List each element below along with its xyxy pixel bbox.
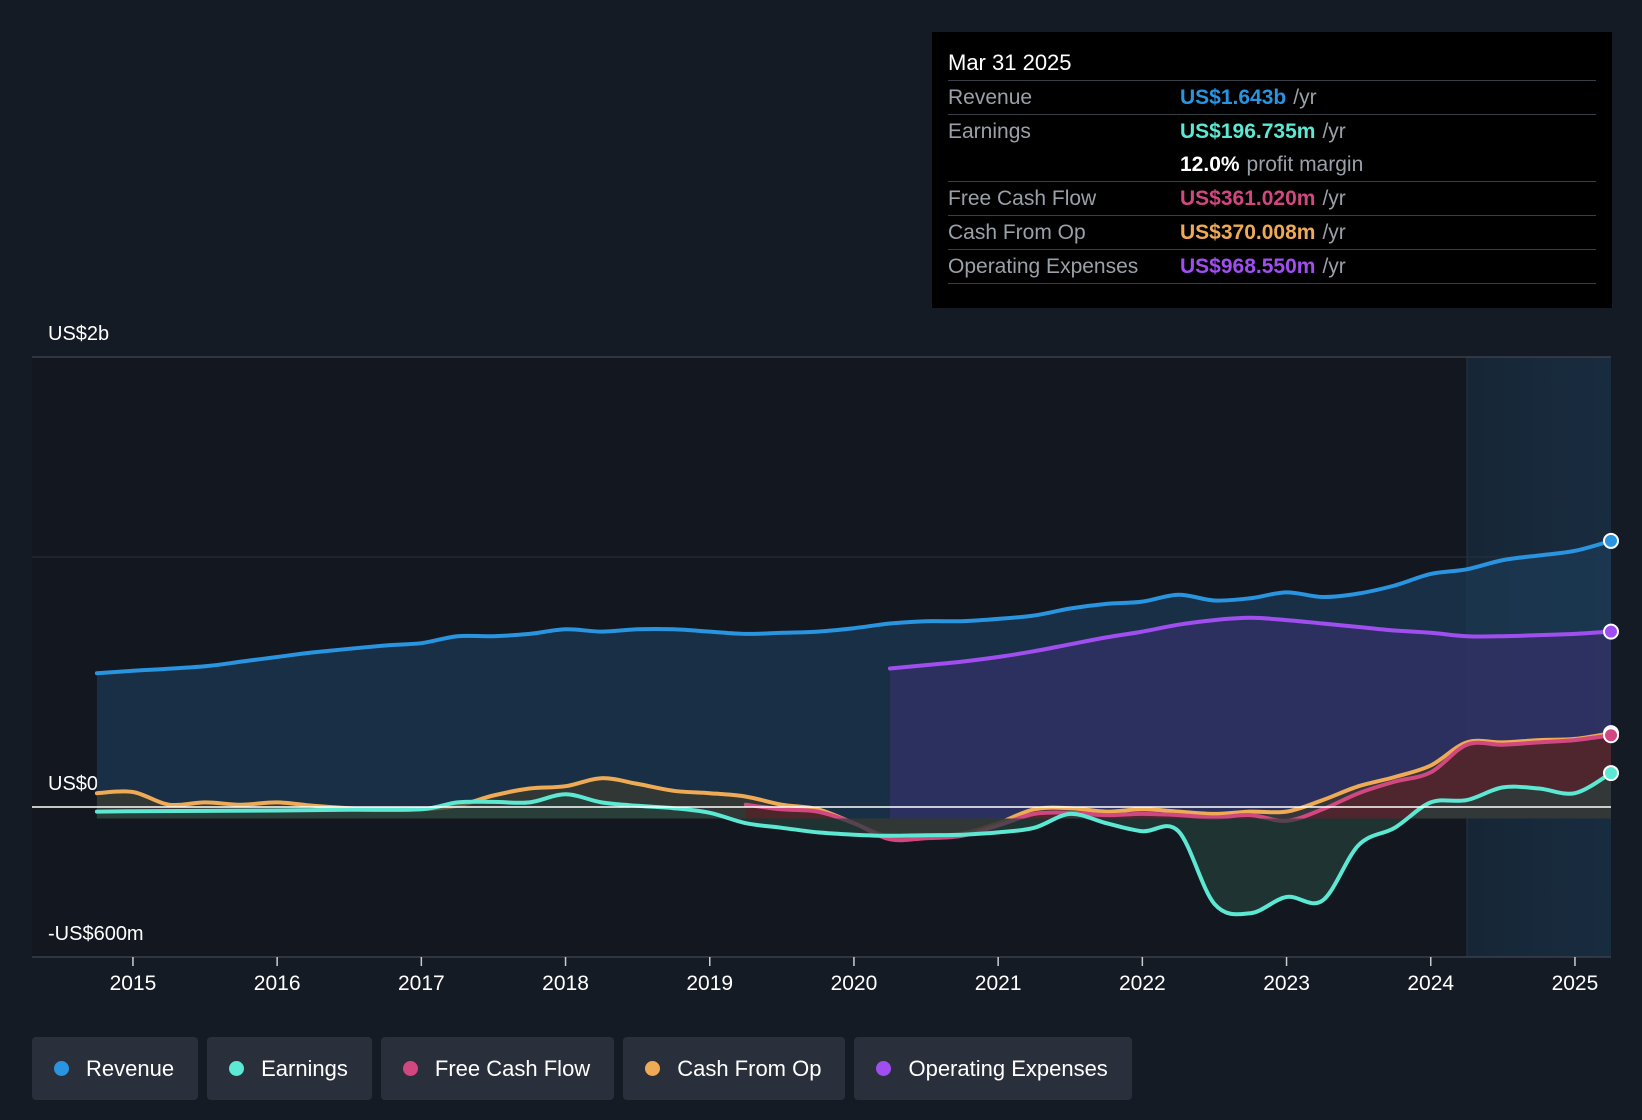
revenue-endpoint-marker[interactable] [1603,532,1619,549]
y-label-bottom: -US$600m [48,923,144,945]
legend-dot-icon [229,1061,245,1076]
tooltip-label: Cash From Op [948,220,1086,244]
chart-legend: Revenue Earnings Free Cash Flow Cash Fro… [32,1037,1132,1100]
x-tick-label: 2020 [831,972,878,995]
tooltip-value: US$968.550m [1180,254,1316,278]
tooltip-unit: /yr [1322,186,1346,210]
tooltip-row-earnings: Earnings US$196.735m /yr [948,114,1596,148]
tooltip-row-margin: 12.0% profit margin [948,148,1596,181]
legend-item-cash-from-op[interactable]: Cash From Op [623,1037,846,1100]
earnings-endpoint-marker[interactable] [1603,765,1619,782]
legend-label: Free Cash Flow [434,1055,591,1081]
free-cash-flow-line[interactable] [743,733,1613,843]
tooltip-value: US$361.020m [1180,186,1316,210]
legend-item-revenue[interactable]: Revenue [32,1037,199,1100]
tooltip-value: 12.0% [1180,152,1240,176]
tooltip-label: Revenue [948,85,1033,109]
legend-label: Earnings [261,1055,348,1081]
x-tick-label: 2024 [1407,972,1454,995]
tooltip-row-fcf: Free Cash Flow US$361.020m /yr [948,181,1596,215]
tooltip-unit: /yr [1322,220,1346,244]
tooltip-row-cfo: Cash From Op US$370.008m /yr [948,215,1596,249]
legend-label: Cash From Op [677,1055,822,1081]
earnings-area [96,773,1611,915]
tooltip-row-opex: Operating Expenses US$968.550m /yr [948,249,1596,284]
legend-label: Revenue [86,1055,175,1081]
x-tick-label: 2025 [1552,972,1599,995]
tooltip-label: Operating Expenses [948,254,1139,278]
free-cash-flow-endpoint-marker[interactable] [1603,727,1619,744]
legend-item-operating-expenses[interactable]: Operating Expenses [854,1037,1132,1100]
tooltip-label: Earnings [948,119,1031,143]
earnings-line[interactable] [94,771,1613,917]
revenue-line[interactable] [94,538,1613,676]
tooltip-value: US$370.008m [1180,220,1316,244]
tooltip-unit: /yr [1322,254,1346,278]
legend-item-free-cash-flow[interactable]: Free Cash Flow [380,1037,615,1100]
legend-dot-icon [645,1061,661,1076]
tooltip-unit: /yr [1293,85,1317,109]
x-tick-label: 2018 [542,972,589,995]
x-tick-label: 2016 [254,972,301,995]
tooltip-row-revenue: Revenue US$1.643b /yr [948,80,1596,114]
legend-dot-icon [402,1061,418,1076]
tooltip-unit: profit margin [1246,152,1364,176]
y-label-top: US$2b [48,323,109,345]
x-tick-label: 2023 [1263,972,1310,995]
legend-dot-icon [876,1061,892,1076]
x-tick-label: 2017 [398,972,445,995]
x-tick-label: 2015 [110,972,157,995]
x-tick-label: 2019 [686,972,733,995]
legend-dot-icon [54,1061,69,1076]
tooltip-label: Free Cash Flow [948,186,1097,210]
legend-label: Operating Expenses [908,1055,1108,1081]
legend-item-earnings[interactable]: Earnings [207,1037,372,1100]
tooltip-value: US$196.735m [1180,119,1316,143]
data-tooltip: Mar 31 2025 Revenue US$1.643b /yr Earnin… [932,32,1612,308]
x-tick-label: 2021 [975,972,1022,995]
tooltip-unit: /yr [1322,119,1346,143]
tooltip-value: US$1.643b [1180,85,1287,109]
tooltip-date: Mar 31 2025 [948,50,1072,75]
operating-expenses-endpoint-marker[interactable] [1603,623,1619,640]
y-label-zero: US$0 [48,773,98,795]
free-cash-flow-area [745,735,1611,841]
x-tick-label: 2022 [1119,972,1166,995]
operating-expenses-line[interactable] [888,615,1613,671]
